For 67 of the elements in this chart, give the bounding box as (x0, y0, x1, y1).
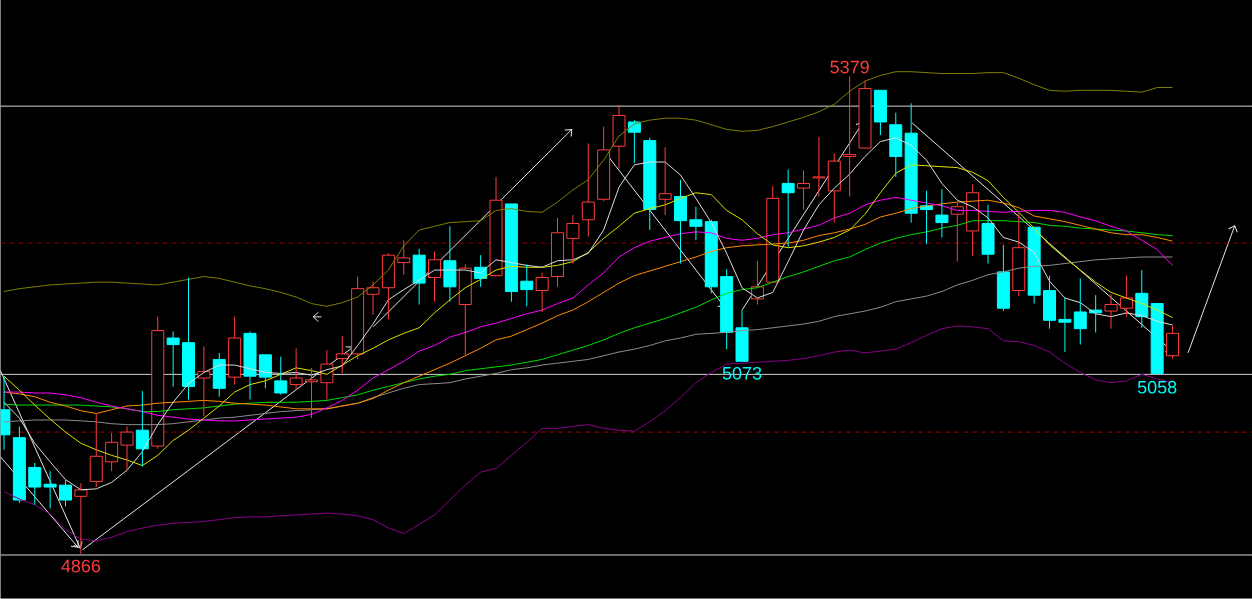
candlestick (597, 126, 611, 202)
candlestick (566, 214, 580, 265)
candlestick (735, 309, 749, 362)
candlestick (89, 413, 103, 488)
candlestick (1119, 275, 1133, 318)
candlestick (59, 479, 72, 508)
candlestick (981, 204, 995, 265)
candlestick (1027, 226, 1041, 305)
candlestick (43, 470, 57, 510)
candlestick (1073, 278, 1087, 346)
candlestick (135, 390, 149, 468)
candlestick (581, 143, 595, 238)
candlestick (535, 272, 549, 313)
candlestick (1150, 303, 1164, 376)
candlestick (458, 264, 472, 356)
candlestick (182, 277, 196, 401)
candlestick (274, 356, 288, 396)
candlestick (381, 252, 395, 321)
candlestick (904, 102, 918, 224)
candlestick (397, 239, 411, 276)
candlestick (1104, 293, 1118, 330)
candlestick (658, 146, 672, 216)
candlestick (996, 244, 1010, 312)
candlestick (950, 202, 964, 263)
candlestick (366, 280, 380, 316)
candlestick (873, 89, 887, 136)
candlestick (1089, 294, 1103, 334)
candlestick (120, 426, 134, 471)
candlestick (520, 264, 534, 307)
candlestick (12, 426, 26, 504)
candlestick (812, 136, 826, 198)
candlestick (212, 352, 226, 398)
candlestick (228, 316, 242, 386)
candlestick (781, 169, 795, 248)
annotation: 5058 (1137, 380, 1177, 394)
candlestick (1043, 275, 1057, 330)
candlestick (689, 206, 703, 241)
candlestick (428, 251, 442, 303)
candlestick (858, 80, 872, 149)
candlestick (258, 354, 272, 389)
candlestick (197, 346, 211, 417)
candlestick (443, 225, 457, 303)
candlestick (305, 367, 319, 419)
candlestick (935, 188, 949, 239)
candlestick (1058, 297, 1072, 353)
candlestick (151, 316, 165, 450)
candlestick (889, 112, 903, 178)
candlestick (827, 153, 841, 224)
candlestick (766, 185, 780, 283)
candlestick (1012, 212, 1026, 297)
candlestick (797, 170, 811, 211)
candlestick (412, 248, 426, 306)
candlestick (166, 331, 180, 388)
candlestick (843, 75, 857, 198)
annotation: 4866 (61, 559, 101, 573)
candlestick (643, 137, 657, 231)
candlestick (704, 219, 718, 294)
candlestick (674, 179, 688, 265)
candlestick (612, 104, 626, 170)
candlestick (28, 462, 42, 506)
candlestick (105, 432, 119, 472)
annotation: 5379 (830, 60, 869, 74)
candlestick (289, 347, 303, 391)
candlestick (504, 203, 518, 303)
candlestick (243, 331, 257, 401)
candlestick (551, 217, 565, 288)
candlestick (489, 176, 503, 277)
